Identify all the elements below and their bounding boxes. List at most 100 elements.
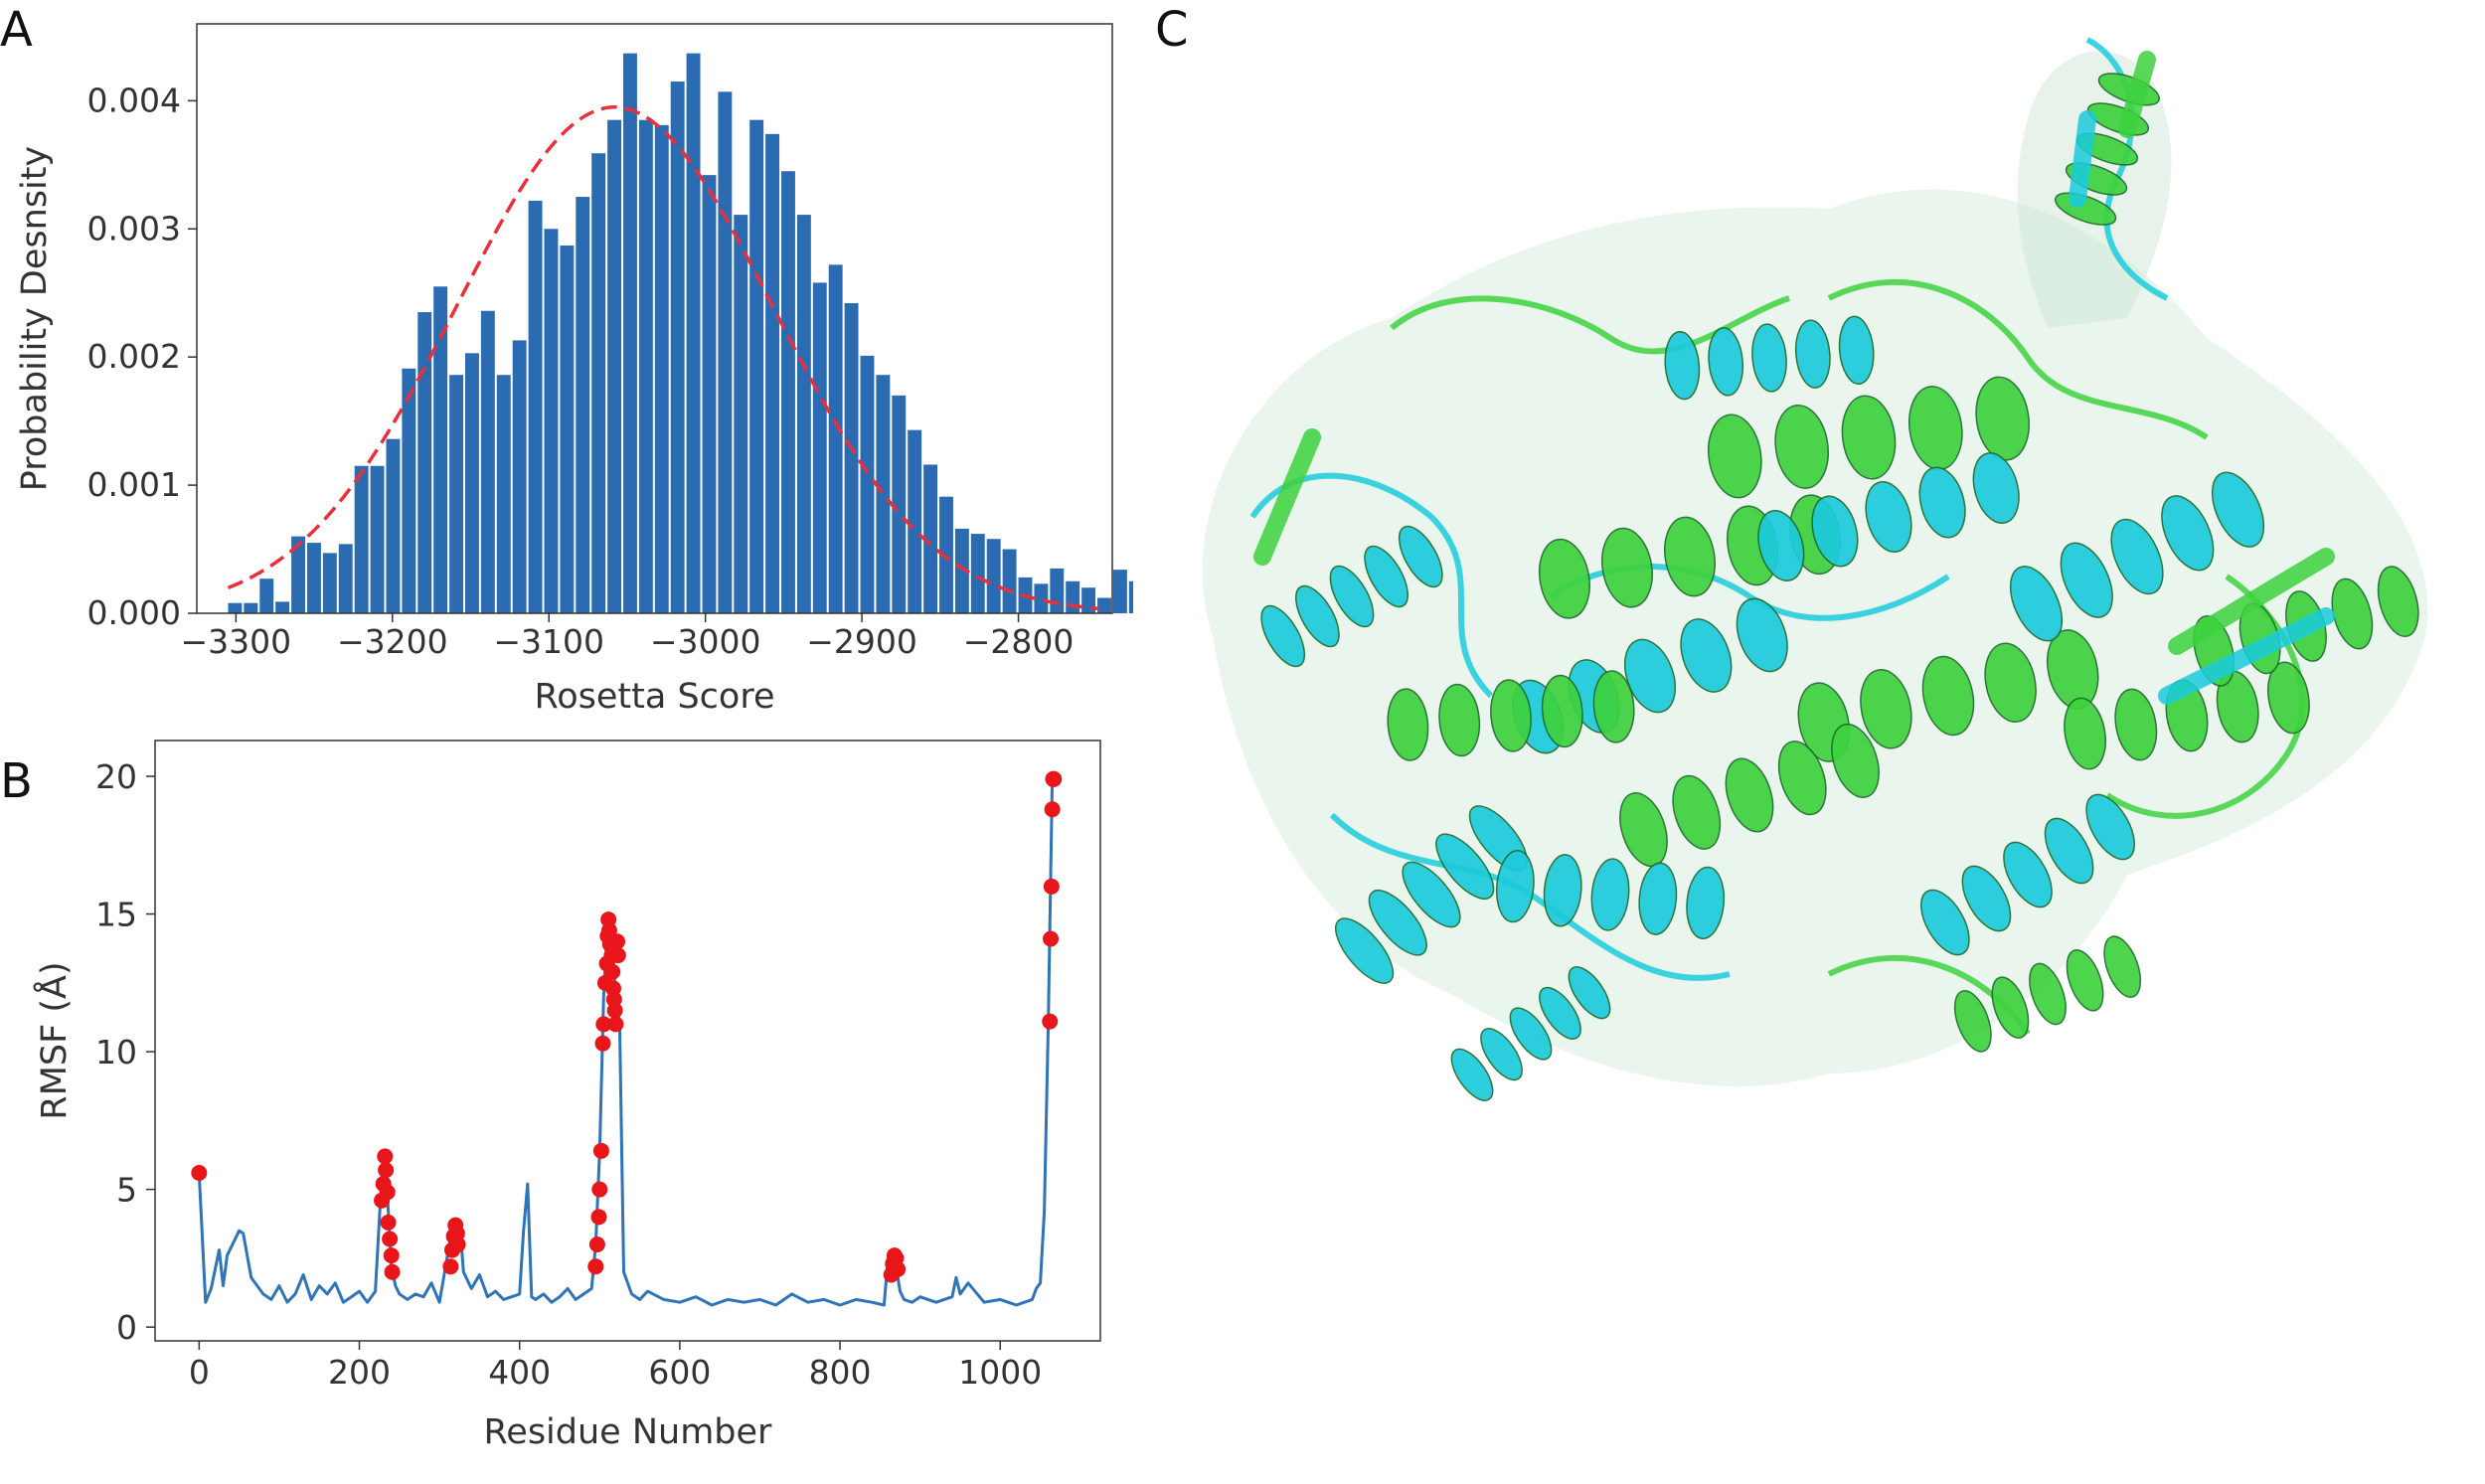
helix-turn xyxy=(1638,862,1678,935)
y-tick-label: 0.000 xyxy=(87,593,181,632)
y-tick-label: 0.003 xyxy=(87,209,181,247)
helix-turn xyxy=(1664,516,1716,597)
highlight-point xyxy=(594,1035,611,1052)
helix-turn xyxy=(1921,655,1975,737)
helix-turn xyxy=(1601,527,1653,608)
histogram-bar xyxy=(322,553,337,613)
helix-turn xyxy=(1541,674,1583,748)
helix-turn xyxy=(1774,404,1829,489)
protein-strand xyxy=(2069,110,2096,208)
highlight-point xyxy=(377,1148,394,1165)
panel-c-label: C xyxy=(1155,2,1189,58)
helix-turn xyxy=(1672,774,1722,850)
highlight-point xyxy=(607,1016,624,1033)
helix-turn xyxy=(1368,890,1427,956)
helix-turn xyxy=(2066,949,2104,1012)
helix-turn xyxy=(2377,566,2419,638)
helix-turn xyxy=(1590,858,1630,931)
panel-a-label: A xyxy=(0,2,33,58)
protein-helix xyxy=(1797,629,2099,762)
helix-turn xyxy=(1811,495,1859,568)
protein-loop xyxy=(1390,295,1790,355)
histogram-bar xyxy=(528,200,543,613)
histogram-bar xyxy=(623,53,637,613)
helix-turn xyxy=(2267,661,2310,735)
y-tick-label: 0.002 xyxy=(87,337,181,376)
highlight-point xyxy=(1044,801,1061,818)
protein-strand xyxy=(2158,607,2335,705)
histogram-chart: −3300 −3200 −3100 −3000 −2900 −2800 0.000 0.001… xyxy=(15,23,1133,717)
helix-turn xyxy=(1539,986,1581,1040)
protein-helix xyxy=(1920,793,2135,956)
histogram-bar xyxy=(433,286,448,613)
helix-turn xyxy=(1918,466,1966,539)
y-tick-label: 0 xyxy=(116,1308,137,1347)
histogram-bar xyxy=(908,429,922,613)
x-tick-label: −3300 xyxy=(181,622,292,661)
highlight-point xyxy=(590,1209,607,1226)
protein-helix xyxy=(1495,849,1726,940)
helix-turn xyxy=(1838,315,1875,385)
helix-turn xyxy=(2161,495,2215,572)
histogram-bar xyxy=(591,153,606,613)
protein-helix xyxy=(1450,966,1611,1101)
histogram-bar xyxy=(1034,583,1049,613)
y-tick-label: 5 xyxy=(116,1171,137,1210)
helix-turn xyxy=(1295,584,1340,648)
histogram-bar xyxy=(876,375,891,613)
histogram-bar xyxy=(275,601,290,613)
helix-turn xyxy=(1708,327,1744,397)
plot-frame xyxy=(154,740,1101,1342)
highlight-point xyxy=(609,933,626,950)
highlight-point xyxy=(604,963,621,980)
histogram-bar xyxy=(1097,597,1111,613)
protein-strand xyxy=(2168,548,2335,655)
histogram-bar xyxy=(670,82,685,614)
helix-turn xyxy=(1438,683,1481,757)
highlight-point xyxy=(380,1214,397,1231)
helix-turn xyxy=(1736,597,1788,673)
histogram-bar xyxy=(306,543,321,613)
highlight-point xyxy=(588,1237,605,1253)
helix-turn xyxy=(1680,618,1733,693)
highlight-point xyxy=(587,1258,604,1275)
helix-turn xyxy=(2103,935,2142,998)
x-tick-label: −3100 xyxy=(493,622,604,661)
protein-structure-image xyxy=(1202,37,2428,1101)
histogram-bar xyxy=(607,119,622,613)
histogram-bar xyxy=(244,602,258,613)
protein-helix xyxy=(1664,315,1875,401)
histogram-bar xyxy=(496,375,511,613)
helix-turn xyxy=(2044,817,2094,885)
highlight-point xyxy=(609,947,626,964)
highlight-point xyxy=(591,1181,608,1198)
y-tick-label: 0.004 xyxy=(87,81,181,119)
rmsf-line xyxy=(197,778,1055,1307)
helix-turn xyxy=(1490,679,1532,752)
histogram-bar xyxy=(1002,549,1017,613)
helix-turn xyxy=(1686,866,1726,940)
highlight-point xyxy=(191,1164,208,1181)
histogram-bar xyxy=(986,539,1001,613)
highlight-point xyxy=(1046,770,1063,787)
helix-turn xyxy=(1335,917,1395,984)
histogram-bar xyxy=(560,246,575,613)
histogram-bar xyxy=(702,175,717,614)
x-tick-label: 400 xyxy=(488,1353,551,1392)
highlight-point xyxy=(442,1258,459,1275)
helix-turn xyxy=(1450,1048,1494,1101)
x-tick-label: 600 xyxy=(648,1353,711,1392)
histogram-bar xyxy=(796,215,811,613)
helix-turn xyxy=(1961,865,2012,932)
helix-turn xyxy=(1495,849,1535,923)
helix-turn xyxy=(1708,413,1762,499)
highlight-point xyxy=(382,1231,399,1247)
x-tick-label: 200 xyxy=(328,1353,391,1392)
helix-turn xyxy=(1860,669,1912,749)
helix-turn xyxy=(2009,566,2064,642)
histogram-bar xyxy=(402,368,416,613)
helix-turn xyxy=(1435,833,1495,900)
protein-helix xyxy=(1619,723,1880,868)
helix-turn xyxy=(1509,1007,1553,1061)
protein-helix xyxy=(1387,670,1635,761)
